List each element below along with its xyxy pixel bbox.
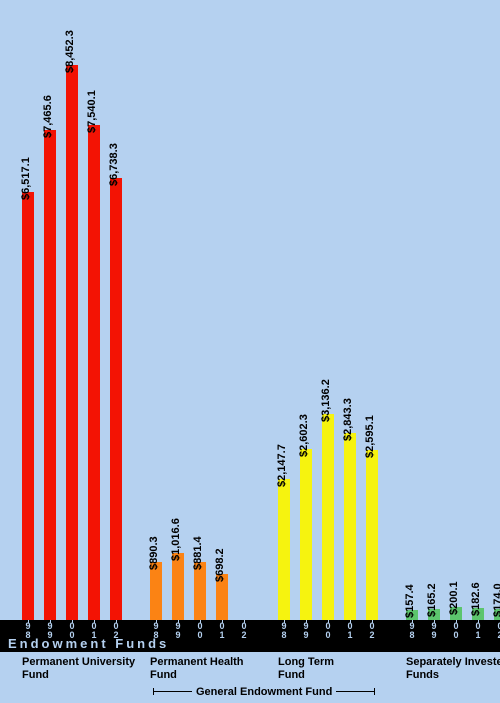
year-label: 0 1: [218, 622, 226, 640]
axis-tick: [434, 620, 435, 623]
axis-tick: [244, 620, 245, 623]
bar: [300, 449, 312, 620]
bar-value-label: $3,136.2: [320, 379, 332, 422]
year-label: 9 9: [46, 622, 54, 640]
chart-stage: $6,517.1 $7,465.6 $8,452.3 $7,540.1 $6,738.3…: [0, 0, 500, 703]
bar: [66, 65, 78, 620]
axis-tick: [156, 620, 157, 623]
year-label: 9 9: [430, 622, 438, 640]
axis-tick: [200, 620, 201, 623]
year-label: 0 2: [112, 622, 120, 640]
bar-value-label: $174.0: [492, 583, 500, 617]
bar: [344, 433, 356, 620]
group-label-sif: Separately Invested Funds: [406, 656, 500, 682]
axis-tick: [28, 620, 29, 623]
bar-value-label: $8,452.3: [64, 30, 76, 73]
axis-tick: [222, 620, 223, 623]
bar-value-label: $698.2: [214, 548, 226, 582]
bar-value-label: $7,465.6: [42, 95, 54, 138]
bar: [22, 192, 34, 620]
bar-value-label: $157.4: [404, 584, 416, 618]
bar-value-label: $6,517.1: [20, 157, 32, 200]
bar: [366, 450, 378, 620]
axis-tick: [94, 620, 95, 623]
bar: [88, 125, 100, 620]
axis-title: Endowment Funds: [8, 636, 169, 651]
bar-value-label: $165.2: [426, 583, 438, 617]
bar-value-label: $6,738.3: [108, 143, 120, 186]
year-label: 9 8: [152, 622, 160, 640]
axis-tick: [478, 620, 479, 623]
bar: [194, 562, 206, 620]
bar: [322, 414, 334, 620]
year-label: 0 0: [68, 622, 76, 640]
year-label: 0 1: [474, 622, 482, 640]
axis-tick: [50, 620, 51, 623]
bar-value-label: $2,147.7: [276, 444, 288, 487]
axis-tick: [412, 620, 413, 623]
axis-tick: [306, 620, 307, 623]
group-label-ltf: Long Term Fund: [278, 656, 334, 682]
bar-value-label: $182.6: [470, 582, 482, 616]
year-label: 9 8: [408, 622, 416, 640]
year-label: 0 0: [452, 622, 460, 640]
bar: [172, 553, 184, 620]
bar: [278, 479, 290, 620]
plot-area: $6,517.1 $7,465.6 $8,452.3 $7,540.1 $6,738.3…: [0, 0, 500, 620]
axis-tick: [372, 620, 373, 623]
bar-value-label: $200.1: [448, 581, 460, 615]
bar-value-label: $7,540.1: [86, 90, 98, 133]
bar-value-label: $1,016.6: [170, 518, 182, 561]
bar-value-label: $890.3: [148, 536, 160, 570]
bar: [150, 562, 162, 620]
bar-value-label: $2,602.3: [298, 414, 310, 457]
year-label: 0 2: [368, 622, 376, 640]
year-label: 9 8: [24, 622, 32, 640]
group-label-phf: Permanent Health Fund: [150, 656, 244, 682]
year-label: 0 0: [324, 622, 332, 640]
bar: [110, 178, 122, 620]
year-label: 0 1: [90, 622, 98, 640]
year-label: 9 8: [280, 622, 288, 640]
year-label: 9 9: [174, 622, 182, 640]
year-label: 0 1: [346, 622, 354, 640]
axis-tick: [178, 620, 179, 623]
axis-tick: [72, 620, 73, 623]
year-label: 0 0: [196, 622, 204, 640]
bar-value-label: $2,595.1: [364, 415, 376, 458]
axis-tick: [456, 620, 457, 623]
axis-tick: [328, 620, 329, 623]
sub-axis-general-endowment: General Endowment Fund: [150, 686, 378, 698]
axis-tick: [350, 620, 351, 623]
bar-value-label: $881.4: [192, 536, 204, 570]
group-label-puf: Permanent University Fund: [22, 656, 135, 682]
sub-axis-label: General Endowment Fund: [196, 686, 332, 698]
year-label: 0 2: [240, 622, 248, 640]
year-label: 0 2: [496, 622, 500, 640]
axis-tick: [284, 620, 285, 623]
bar-value-label: $2,843.3: [342, 398, 354, 441]
year-label: 9 9: [302, 622, 310, 640]
axis-tick: [116, 620, 117, 623]
bar: [44, 130, 56, 620]
